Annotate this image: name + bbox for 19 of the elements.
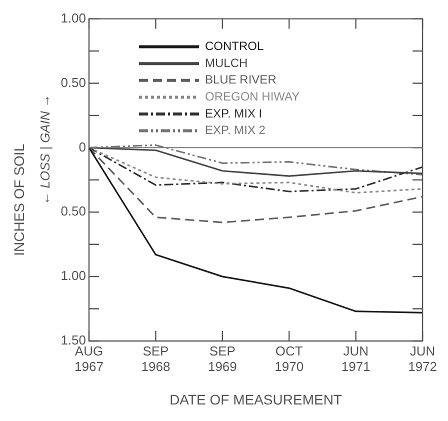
legend-label: BLUE RIVER [205,72,277,87]
legend-label: EXP. MIX I [205,106,262,120]
y-tick-label: 1.00 [60,10,86,26]
y-axis-title: INCHES OF SOIL [10,144,27,256]
x-tick-label: SEP 1969 [208,343,237,374]
y-tick-label: 0.50 [60,74,86,90]
x-tick-label: SEP 1968 [141,343,170,374]
legend-label: OREGON HIWAY [205,90,300,104]
y-tick-label: 1.00 [60,268,86,284]
y-tick-label: 0 [78,139,86,154]
y-tick-label: 0.50 [60,204,86,219]
legend-label: MULCH [205,56,248,70]
x-tick-label: JUN 1971 [341,343,370,374]
x-tick-label: JUN 1972 [408,343,437,374]
text: ← LOSS | GAIN → [38,94,53,205]
x-tick-label: OCT 1970 [274,343,304,374]
x-axis-title: DATE OF MEASUREMENT [170,391,342,408]
legend-label: CONTROL [205,39,264,54]
legend-label: EXP. MIX 2 [205,123,266,138]
